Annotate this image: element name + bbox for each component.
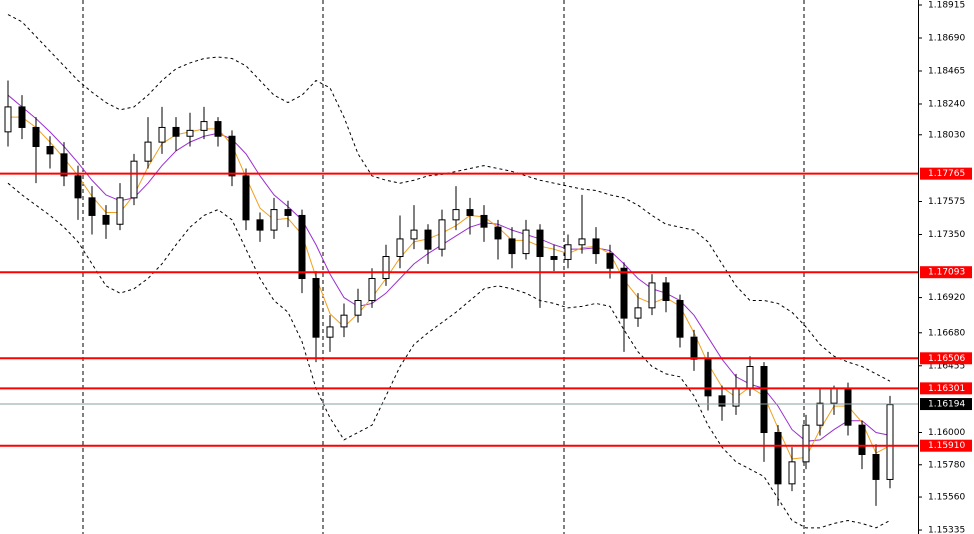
level-label: 1.15910 bbox=[928, 441, 965, 451]
candle-body bbox=[116, 197, 124, 225]
y-tick-label: 1.18240 bbox=[928, 99, 965, 109]
candle-body bbox=[564, 244, 572, 260]
y-tick-label: 1.18915 bbox=[928, 0, 965, 10]
candle-body bbox=[690, 336, 698, 360]
candle-body bbox=[788, 461, 796, 485]
candle-body bbox=[592, 238, 600, 255]
candle-body bbox=[760, 366, 768, 434]
candle-body bbox=[830, 388, 838, 404]
y-tick-label: 1.16000 bbox=[928, 428, 965, 438]
level-box bbox=[920, 352, 972, 365]
current-price-box bbox=[920, 398, 972, 411]
candle-body bbox=[368, 278, 376, 302]
candle-body bbox=[606, 253, 614, 269]
current-price-label: 1.16194 bbox=[928, 400, 965, 410]
level-box bbox=[920, 439, 972, 452]
candle-body bbox=[284, 209, 292, 216]
candle-body bbox=[424, 229, 432, 250]
candle-body bbox=[312, 278, 320, 338]
candle-body bbox=[620, 267, 628, 319]
candle-body bbox=[746, 366, 754, 390]
candle-body bbox=[270, 209, 278, 231]
level-label: 1.16301 bbox=[928, 384, 965, 394]
candle-body bbox=[382, 256, 390, 280]
candle-body bbox=[872, 454, 880, 480]
level-label: 1.16506 bbox=[928, 354, 965, 364]
candle-body bbox=[256, 219, 264, 231]
candle-body bbox=[186, 129, 194, 137]
y-tick-label: 1.15780 bbox=[928, 460, 965, 470]
y-tick-label: 1.16680 bbox=[928, 328, 965, 338]
candle-body bbox=[438, 219, 446, 250]
candle-body bbox=[732, 388, 740, 407]
candle-body bbox=[452, 209, 460, 221]
candle-body bbox=[480, 214, 488, 228]
candle-body bbox=[172, 126, 180, 137]
candle-body bbox=[130, 160, 138, 199]
candle-body bbox=[396, 238, 404, 258]
candle-body bbox=[46, 146, 54, 155]
candle-body bbox=[802, 424, 810, 463]
candle-body bbox=[718, 395, 726, 407]
candle-body bbox=[410, 229, 418, 240]
candle-body bbox=[242, 175, 250, 221]
candle-body bbox=[4, 106, 12, 133]
candle-body bbox=[60, 153, 68, 177]
candle-body bbox=[774, 432, 782, 485]
candle-body bbox=[704, 358, 712, 397]
level-box bbox=[920, 266, 972, 279]
moving-average bbox=[8, 116, 891, 460]
candle-body bbox=[298, 214, 306, 280]
candle-body bbox=[634, 307, 642, 319]
candle-body bbox=[578, 238, 586, 246]
candle-body bbox=[536, 229, 544, 258]
candle-body bbox=[662, 282, 670, 302]
candle-body bbox=[858, 424, 866, 456]
candle-body bbox=[508, 238, 516, 255]
candle-body bbox=[74, 175, 82, 199]
y-tick-label: 1.18030 bbox=[928, 130, 965, 140]
candle-body bbox=[214, 121, 222, 137]
candle-body bbox=[32, 126, 40, 148]
level-box bbox=[920, 382, 972, 395]
candle-body bbox=[354, 300, 362, 316]
candle-body bbox=[18, 106, 26, 128]
y-tick-label: 1.15560 bbox=[928, 493, 965, 503]
candle-body bbox=[550, 256, 558, 260]
candle-body bbox=[228, 135, 236, 177]
candle-body bbox=[466, 209, 474, 216]
candle-body bbox=[816, 402, 824, 426]
level-label: 1.17093 bbox=[928, 268, 965, 278]
candle-body bbox=[676, 300, 684, 338]
candle-body bbox=[88, 197, 96, 216]
level-label: 1.17765 bbox=[928, 169, 965, 179]
candle-body bbox=[494, 226, 502, 240]
candle-body bbox=[340, 314, 348, 328]
candle-body bbox=[102, 214, 110, 225]
y-tick-label: 1.18690 bbox=[928, 33, 965, 43]
candle-body bbox=[886, 404, 894, 480]
y-tick-label: 1.16920 bbox=[928, 293, 965, 303]
y-tick-label: 1.17350 bbox=[928, 230, 965, 240]
candle-body bbox=[144, 141, 152, 162]
candle-body bbox=[522, 229, 530, 255]
y-tick-label: 1.18465 bbox=[928, 66, 965, 76]
y-tick-label: 1.15335 bbox=[928, 526, 965, 534]
candle-body bbox=[844, 388, 852, 426]
candle-body bbox=[326, 326, 334, 338]
candle-body bbox=[200, 121, 208, 131]
y-tick-label: 1.17575 bbox=[928, 197, 965, 207]
level-box bbox=[920, 167, 972, 180]
y-tick-label: 1.16455 bbox=[928, 361, 965, 371]
candle-body bbox=[158, 126, 166, 143]
candle-body bbox=[648, 282, 656, 309]
